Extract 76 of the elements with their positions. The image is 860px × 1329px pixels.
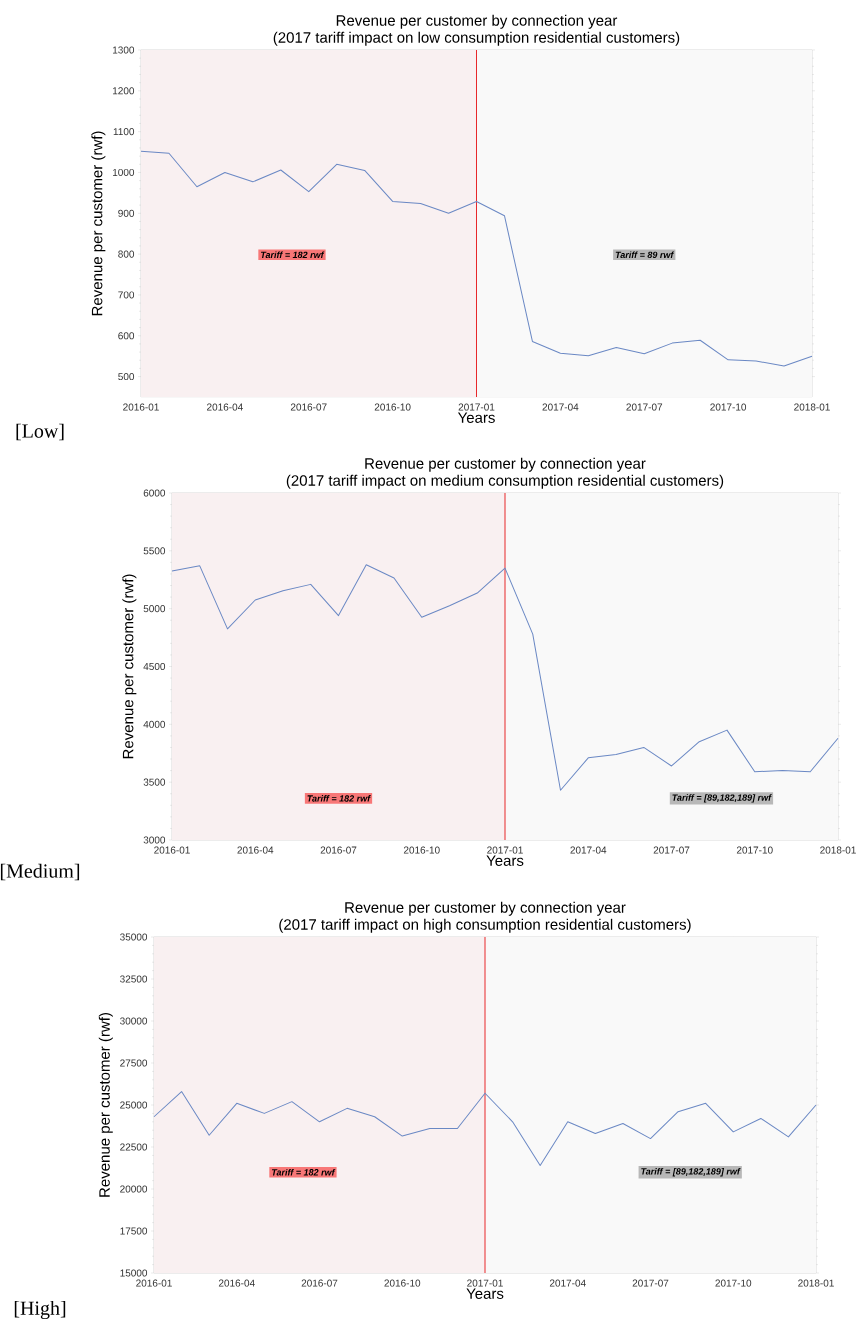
y-tick-label: 35000: [120, 933, 148, 941]
x-tick-label: 2017-04: [549, 1279, 586, 1287]
y-tick-label: 3500: [143, 778, 166, 786]
x-axis-title: Years: [466, 1288, 504, 1299]
x-tick-label: 2016-07: [320, 846, 357, 854]
x-tick-label: 2017-07: [632, 1279, 669, 1287]
chart-title: Revenue per customer by connection year: [336, 14, 618, 29]
x-tick-label: 2016-07: [290, 403, 327, 411]
x-tick-label: 2016-10: [403, 846, 440, 854]
y-tick-label: 22500: [120, 1143, 148, 1151]
x-tick-label: 2018-01: [820, 846, 856, 854]
band-label: Tariff = 89 rwf: [615, 251, 675, 259]
x-tick-label: 2016-01: [123, 403, 159, 411]
y-tick-label: 500: [118, 373, 135, 381]
y-tick-label: 1300: [112, 46, 135, 54]
x-tick-label: 2018-01: [794, 403, 830, 411]
x-tick-label: 2017-07: [626, 403, 663, 411]
y-tick-label: 1200: [112, 87, 135, 95]
y-tick-label: 4500: [143, 662, 166, 671]
x-tick-label: 2016-04: [207, 403, 243, 411]
x-tick-label: 2017-10: [710, 403, 747, 411]
x-axis-title: Years: [457, 412, 495, 423]
line-series: [171, 564, 839, 791]
y-tick-label: 30000: [120, 1017, 148, 1025]
y-tick-label: 5000: [143, 605, 166, 613]
x-tick-label: 2016-04: [218, 1279, 255, 1287]
x-tick-label: 2016-01: [136, 1279, 172, 1287]
y-tick-label: 25000: [120, 1101, 148, 1109]
y-axis-title: Revenue per customer (rwf): [91, 131, 106, 316]
x-tick-label: 2017-01: [458, 403, 495, 411]
x-tick-label: 2017-07: [653, 846, 690, 854]
chart-subtitle: (2017 tariff impact on low consumption residential customers): [273, 31, 680, 46]
y-tick-label: 800: [118, 250, 135, 258]
y-tick-label: 5500: [143, 547, 166, 555]
x-tick-label: 2017-04: [542, 403, 579, 411]
x-tick-label: 2017-01: [467, 1279, 503, 1287]
x-tick-label: 2018-01: [798, 1279, 834, 1287]
y-axis-title: Revenue per customer (rwf): [98, 1013, 113, 1197]
y-tick-label: 27500: [120, 1059, 148, 1067]
chart-subtitle: (2017 tariff impact on high consumption residential customers): [279, 918, 691, 933]
x-tick-label: 2017-01: [487, 846, 523, 854]
y-tick-label: 20000: [120, 1185, 148, 1193]
x-tick-label: 2017-10: [715, 1279, 752, 1287]
x-tick-label: 2016-01: [154, 846, 190, 854]
band-label: Tariff = 182 rwf: [260, 251, 325, 259]
band-label: Tariff = 182 rwf: [271, 1168, 336, 1176]
x-tick-label: 2016-10: [374, 403, 411, 411]
text: [Medium]: [0, 863, 80, 881]
band-label: Tariff = [89,182,189] rwf: [641, 1168, 741, 1177]
y-tick-label: 1100: [113, 128, 135, 136]
text: [High]: [14, 1300, 66, 1320]
y-tick-label: 6000: [143, 489, 166, 497]
chart-title: Revenue per customer by connection year: [345, 901, 626, 916]
band-label: Tariff = 182 rwf: [307, 795, 371, 802]
y-tick-label: 600: [118, 332, 135, 340]
x-tick-label: 2016-07: [301, 1279, 338, 1287]
y-tick-label: 1000: [112, 168, 135, 176]
y-tick-label: 900: [118, 209, 135, 217]
x-tick-label: 2016-04: [237, 846, 274, 854]
band-label: Tariff = [89,182,189] rwf: [672, 794, 772, 803]
chart-title: Revenue per customer by connection year: [365, 457, 646, 472]
text: [Low]: [16, 423, 64, 441]
line-series: [140, 150, 813, 367]
line-series: [153, 1091, 817, 1166]
y-tick-label: 32500: [120, 975, 148, 983]
y-tick-label: 4000: [143, 720, 166, 728]
y-tick-label: 15000: [120, 1269, 148, 1277]
y-axis-title: Revenue per customer (rwf): [122, 574, 137, 759]
y-tick-label: 700: [118, 291, 135, 299]
y-tick-label: 17500: [120, 1227, 148, 1235]
x-tick-label: 2017-10: [736, 846, 773, 854]
y-tick-label: 3000: [143, 836, 166, 844]
x-axis-title: Years: [486, 855, 524, 866]
x-tick-label: 2016-10: [384, 1279, 421, 1287]
x-tick-label: 2017-04: [570, 846, 607, 854]
chart-subtitle: (2017 tariff impact on medium consumption residential customers): [286, 474, 724, 489]
